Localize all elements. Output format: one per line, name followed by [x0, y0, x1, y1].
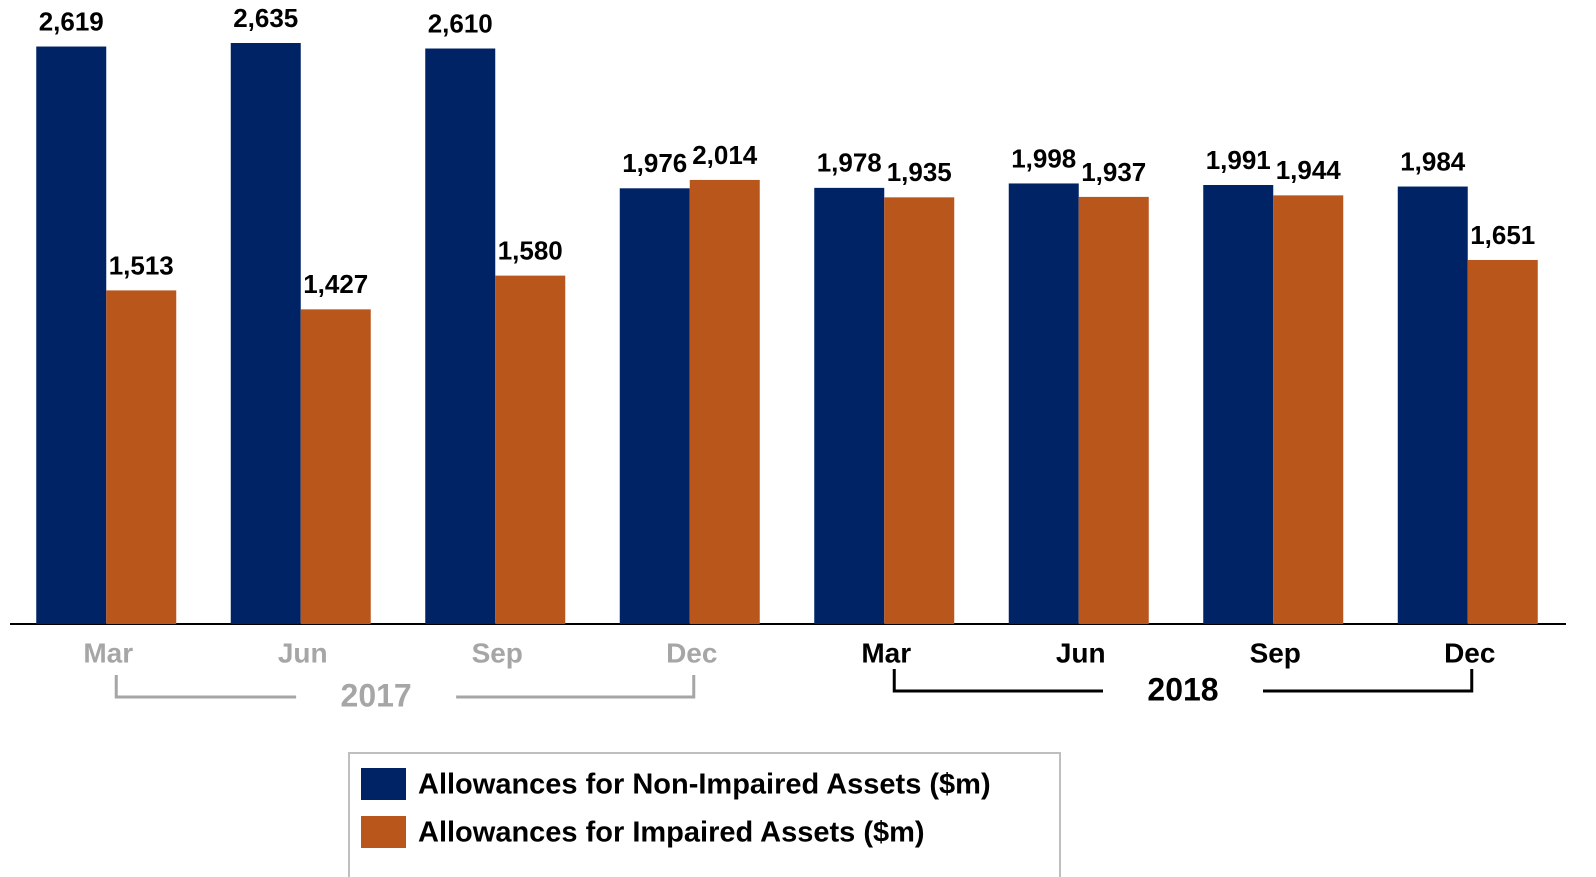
- value-label: 1,513: [109, 250, 174, 280]
- group-bracket: [114, 675, 696, 699]
- value-label: 1,937: [1081, 157, 1146, 187]
- bar: [619, 188, 690, 624]
- legend-swatch: [361, 816, 406, 848]
- value-label: 1,651: [1470, 220, 1535, 250]
- group-label: 2018: [1147, 671, 1218, 707]
- bar: [884, 197, 955, 624]
- bar: [1203, 184, 1274, 624]
- x-tick-label: Dec: [666, 637, 717, 668]
- value-label: 1,998: [1011, 143, 1076, 173]
- legend-label: Allowances for Non-Impaired Assets ($m): [418, 769, 991, 801]
- bar: [1467, 259, 1538, 624]
- value-label: 1,580: [498, 235, 563, 265]
- value-label: 1,944: [1276, 155, 1342, 185]
- value-label: 1,978: [817, 148, 882, 178]
- value-label: 2,635: [233, 3, 298, 33]
- x-tick-label: Jun: [278, 637, 328, 668]
- bar: [1008, 183, 1079, 624]
- bar: [1273, 195, 1344, 624]
- bar: [300, 309, 371, 624]
- bar: [495, 275, 566, 624]
- value-label: 2,610: [428, 8, 493, 38]
- bar: [36, 46, 107, 625]
- value-label: 1,427: [303, 269, 368, 299]
- x-tick-label: Mar: [83, 637, 133, 668]
- x-tick-label: Mar: [861, 637, 911, 668]
- x-tick-label: Jun: [1056, 637, 1106, 668]
- bar: [425, 48, 496, 624]
- legend-swatch: [361, 768, 406, 800]
- group-label: 2017: [341, 677, 412, 713]
- value-label: 1,976: [622, 148, 687, 178]
- value-label: 2,619: [39, 6, 104, 36]
- bar: [689, 179, 760, 624]
- value-label: 2,014: [692, 140, 758, 170]
- value-label: 1,935: [887, 157, 952, 187]
- x-tick-label: Dec: [1444, 637, 1495, 668]
- bar: [1078, 196, 1149, 624]
- bar: [814, 187, 885, 624]
- x-tick-label: Sep: [472, 637, 523, 668]
- legend-box: [348, 752, 1061, 877]
- bar: [230, 42, 301, 625]
- value-label: 1,984: [1400, 146, 1466, 176]
- x-tick-label: Sep: [1250, 637, 1301, 668]
- value-label: 1,991: [1206, 145, 1271, 175]
- bar: [106, 290, 177, 624]
- group-bracket: [892, 669, 1474, 693]
- legend-label: Allowances for Impaired Assets ($m): [418, 817, 925, 849]
- bar: [1397, 186, 1468, 624]
